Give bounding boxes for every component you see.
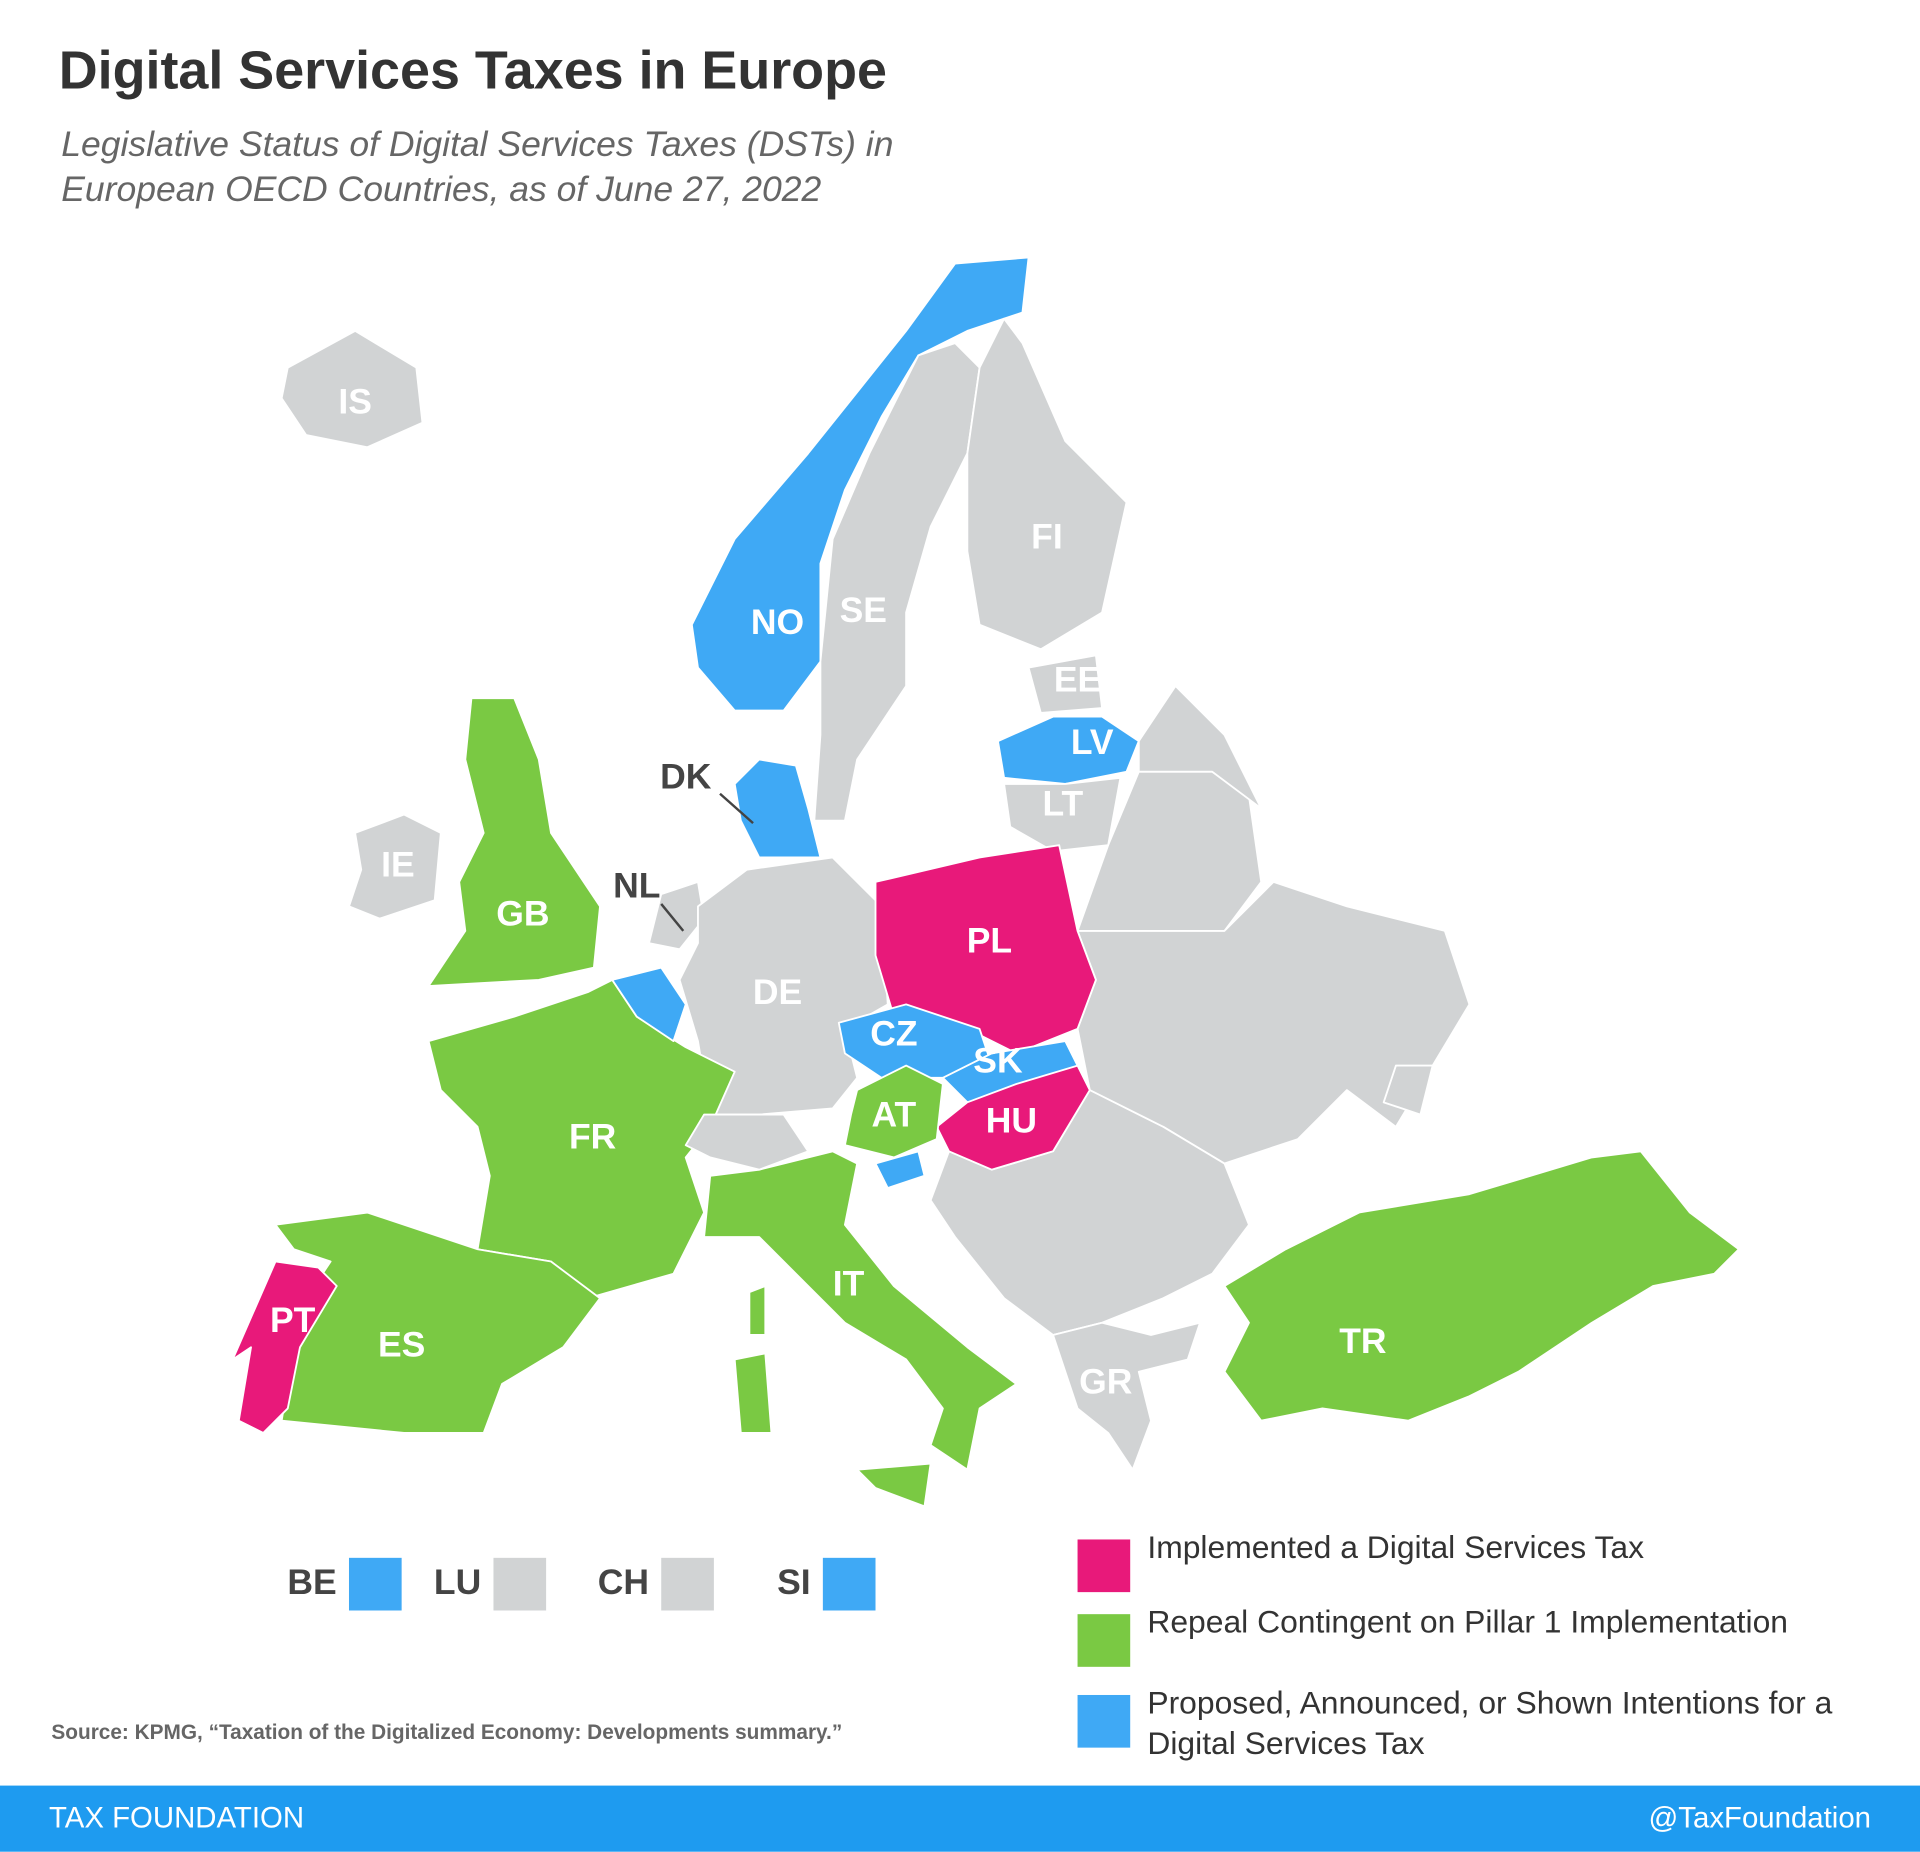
country-label: SE	[840, 590, 887, 630]
legend-label: Repeal Contingent on Pillar 1 Implementa…	[1147, 1603, 1789, 1640]
country-shape	[935, 1064, 1091, 1171]
country-shape	[703, 1150, 1018, 1471]
small-country-swatch	[822, 1557, 876, 1611]
country-label: DE	[753, 972, 802, 1012]
subtitle-box: Legislative Status of Digital Services T…	[61, 125, 894, 210]
leader-line	[719, 792, 754, 825]
country-shape	[813, 342, 981, 822]
legend-swatch	[1077, 1539, 1131, 1593]
small-country-swatch	[661, 1557, 714, 1611]
country-label: GR	[1079, 1361, 1132, 1401]
legend-swatch	[1077, 1614, 1131, 1667]
subtitle: Legislative Status of Digital Services T…	[61, 125, 894, 210]
country-shape	[611, 966, 687, 1043]
small-country-label: CH	[598, 1562, 649, 1602]
country-label: LT	[1042, 783, 1083, 823]
country-label: PL	[967, 921, 1012, 961]
legend-label-box: Implemented a Digital Services Tax	[1147, 1528, 1644, 1566]
country-shape	[856, 1462, 932, 1508]
footer-brand: TAX FOUNDATION	[49, 1802, 304, 1835]
small-country-label: LU	[434, 1562, 481, 1602]
country-label: LV	[1071, 722, 1114, 762]
title: Digital Services Taxes in Europe	[59, 40, 887, 100]
leader-line	[660, 903, 685, 932]
small-country-label: BE	[287, 1562, 336, 1602]
small-country-swatch	[348, 1557, 402, 1611]
country-shape	[874, 1150, 926, 1189]
legend-label-box: Proposed, Announced, or Shown Intentions…	[1147, 1683, 1833, 1762]
country-shape	[748, 1285, 767, 1336]
country-shape	[1003, 776, 1122, 853]
land	[1076, 881, 1471, 1165]
legend-swatch	[1077, 1694, 1131, 1748]
country-shape	[690, 256, 1030, 712]
legend-label: Proposed, Announced, or Shown Intentions…	[1147, 1683, 1833, 1762]
small-country-label: SI	[777, 1562, 811, 1602]
small-country-key: BE LU CH SI	[287, 1557, 876, 1611]
country-label: SK	[973, 1041, 1023, 1081]
country-shape	[1052, 1321, 1201, 1471]
country-shape	[648, 881, 705, 951]
footer-handle: @TaxFoundation	[1648, 1802, 1871, 1835]
land	[1382, 1064, 1434, 1116]
country-label: FR	[569, 1116, 616, 1156]
country-shape	[231, 1260, 338, 1434]
country-shape	[427, 697, 601, 987]
source: Source: KPMG, “Taxation of the Digitaliz…	[51, 1721, 842, 1744]
country-shape	[966, 317, 1128, 651]
country-shape	[843, 1064, 944, 1159]
country-label: IS	[338, 382, 372, 422]
country-shape	[733, 758, 822, 859]
country-label: TR	[1339, 1321, 1386, 1361]
country-label: IT	[833, 1263, 865, 1303]
countries	[231, 256, 1740, 1508]
country-shape	[684, 1113, 810, 1171]
country-shape	[874, 844, 1097, 1055]
country-label: FI	[1031, 516, 1063, 556]
country-shape	[274, 1211, 601, 1434]
footer-bar	[0, 1785, 1920, 1852]
legend: Implemented a Digital Services Tax Repeal…	[1077, 1528, 1833, 1762]
small-country-swatch	[493, 1557, 547, 1611]
country-label: PT	[270, 1300, 316, 1340]
country-label: DK	[660, 756, 712, 796]
country-label: CZ	[870, 1014, 917, 1054]
country-shape	[733, 1352, 773, 1434]
country-shape	[997, 715, 1140, 785]
country-label: GB	[496, 894, 549, 934]
country-label: HU	[986, 1101, 1037, 1141]
country-label: ES	[378, 1325, 425, 1365]
country-shape	[678, 856, 889, 1116]
legend-label-box: Repeal Contingent on Pillar 1 Implementa…	[1147, 1603, 1789, 1640]
non-oecd-land	[929, 685, 1471, 1336]
country-shape	[427, 978, 736, 1300]
country-label: AT	[872, 1094, 917, 1134]
country-label: NL	[613, 865, 660, 905]
legend-label: Implemented a Digital Services Tax	[1147, 1528, 1644, 1566]
country-labels: IS NO SE FI EE LV LT DK IE GB NL DE PL CZ SK HU AT FR IT ES…	[270, 382, 1387, 1402]
country-shape	[280, 329, 424, 449]
country-shape	[1027, 654, 1103, 714]
country-label: NO	[751, 602, 804, 642]
country-label: EE	[1054, 660, 1101, 700]
land	[1137, 685, 1263, 810]
country-shape	[348, 813, 442, 920]
country-shape	[1223, 1150, 1740, 1422]
country-label: IE	[381, 845, 415, 885]
